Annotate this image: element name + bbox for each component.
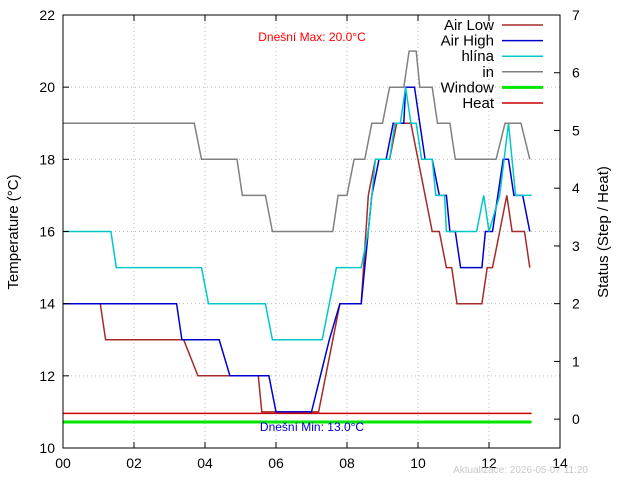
legend-label-air-low: Air Low bbox=[444, 17, 494, 34]
y2-tick-label: 7 bbox=[572, 7, 580, 23]
y-tick-label: 10 bbox=[39, 440, 55, 456]
legend-label-heat: Heat bbox=[462, 95, 495, 112]
y2-tick-label: 2 bbox=[572, 296, 580, 312]
x-tick-label: 06 bbox=[268, 455, 284, 471]
max-annotation: Dnešní Max: 20.0°C bbox=[258, 30, 366, 44]
series-line-air-high bbox=[63, 86, 531, 413]
y-tick-label: 22 bbox=[39, 7, 55, 23]
legend-label-air-high: Air High bbox=[441, 33, 494, 50]
x-tick-label: 14 bbox=[552, 455, 568, 471]
y2-tick-label: 5 bbox=[572, 122, 580, 138]
x-tick-label: 10 bbox=[410, 455, 426, 471]
y-tick-label: 18 bbox=[39, 151, 55, 167]
y-tick-label: 20 bbox=[39, 79, 55, 95]
y-tick-label: 14 bbox=[39, 296, 55, 312]
y2-tick-label: 3 bbox=[572, 238, 580, 254]
legend-label-in: in bbox=[482, 64, 494, 81]
x-tick-label: 00 bbox=[55, 455, 71, 471]
x-tick-label: 08 bbox=[339, 455, 355, 471]
x-tick-label: 02 bbox=[126, 455, 142, 471]
update-timestamp: Aktualizace: 2026-05-07 11:20 bbox=[453, 465, 588, 476]
min-annotation: Dnešní Min: 13.0°C bbox=[260, 420, 365, 434]
y-axis-label: Temperature (°C) bbox=[5, 174, 22, 289]
y2-tick-label: 0 bbox=[572, 411, 580, 427]
y2-tick-label: 1 bbox=[572, 353, 580, 369]
y2-tick-label: 6 bbox=[572, 65, 580, 81]
legend-label-hlina: hlína bbox=[461, 48, 494, 65]
y-tick-label: 12 bbox=[39, 368, 55, 384]
plot-series bbox=[63, 50, 532, 424]
y-tick-label: 16 bbox=[39, 224, 55, 240]
x-tick-label: 12 bbox=[481, 455, 497, 471]
y2-axis-label: Status (Step / Heat) bbox=[595, 166, 612, 298]
series-line-in bbox=[63, 50, 531, 233]
series-line-hlina bbox=[63, 87, 532, 341]
x-tick-label: 04 bbox=[197, 455, 213, 471]
legend-label-window: Window bbox=[441, 79, 495, 96]
y2-tick-label: 4 bbox=[572, 180, 580, 196]
